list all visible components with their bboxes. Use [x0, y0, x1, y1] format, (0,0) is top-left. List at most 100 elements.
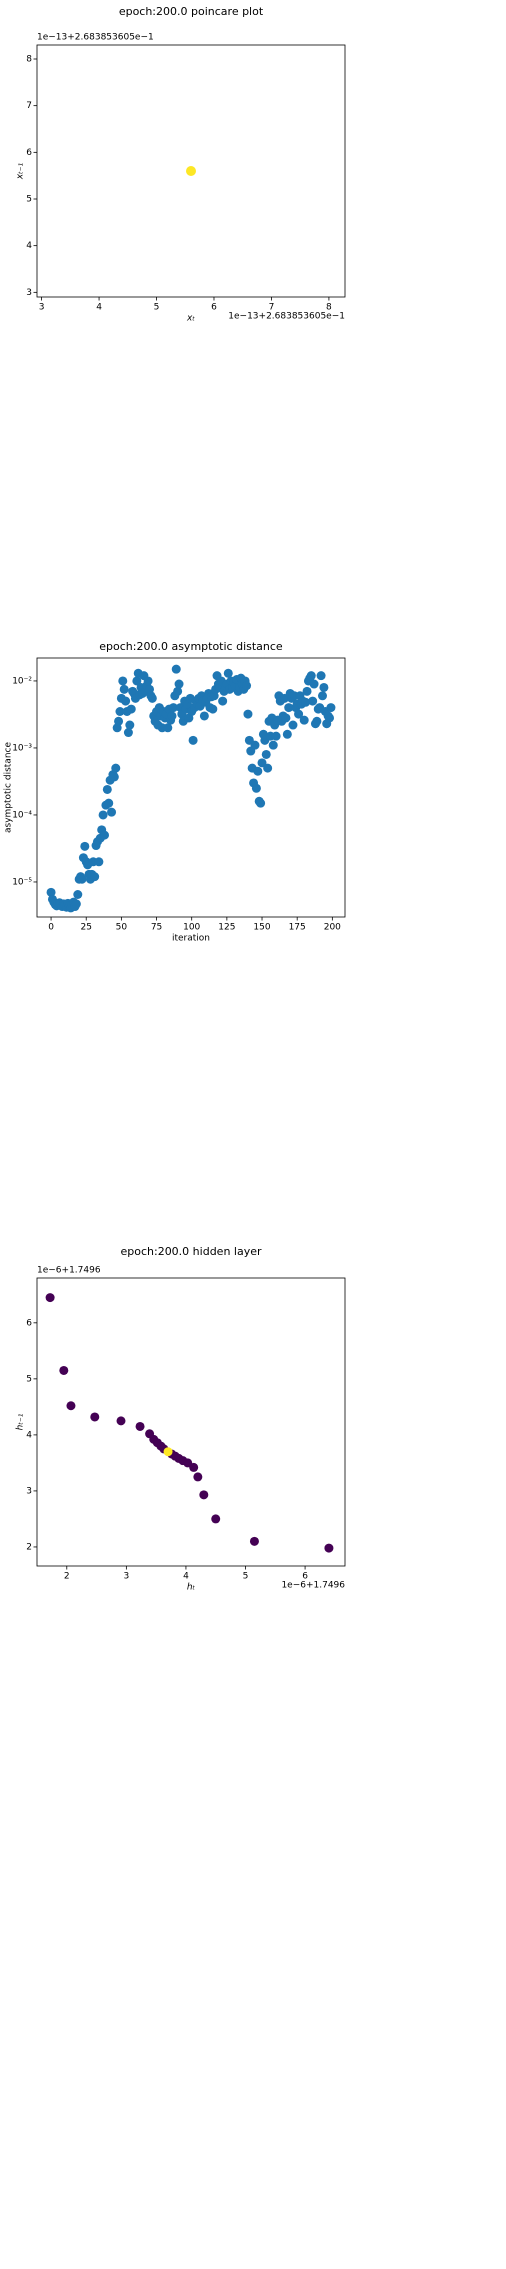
x-axis-label: hₜ [187, 1583, 196, 1593]
x-tick-label: 7 [269, 303, 275, 313]
x-offset: 1e−6+1.7496 [281, 1581, 345, 1591]
point [46, 887, 56, 897]
point [271, 731, 281, 741]
chart-title: epoch:200.0 poincare plot [119, 5, 264, 18]
point [73, 889, 83, 899]
y-tick-label: 6 [26, 148, 32, 158]
point [135, 1421, 145, 1431]
point [168, 703, 178, 713]
point [90, 872, 100, 882]
axes-frame [36, 657, 346, 918]
point [256, 798, 266, 808]
x-tick-label: 50 [116, 923, 128, 933]
point [284, 703, 294, 713]
point [251, 783, 261, 793]
x-axis-label: iteration [172, 934, 210, 944]
y-tick-label: 5 [26, 1374, 32, 1384]
axes-frame [36, 1277, 346, 1567]
point [306, 671, 316, 681]
point [309, 679, 319, 689]
point [125, 720, 135, 730]
y-tick-label: 7 [26, 101, 32, 111]
point [312, 716, 322, 726]
point [281, 713, 291, 723]
x-tick-label: 200 [324, 923, 341, 933]
x-axis-label: xₜ [186, 314, 195, 324]
x-tick-label: 6 [211, 303, 217, 313]
point [163, 1447, 173, 1457]
x-tick-label: 8 [326, 303, 332, 313]
y-tick-label: 4 [26, 1430, 32, 1440]
y-tick-label: 6 [26, 1318, 32, 1328]
point [299, 715, 309, 725]
point [250, 740, 260, 750]
point [115, 706, 125, 716]
point [102, 784, 112, 794]
point [118, 676, 128, 686]
point [208, 704, 218, 714]
point [317, 691, 327, 701]
y-tick-label: 10⁻³ [12, 743, 32, 753]
x-tick-label: 3 [39, 303, 45, 313]
point [167, 711, 177, 721]
y-tick-label: 2 [26, 1542, 32, 1552]
axes-frame [36, 44, 346, 298]
point [326, 703, 336, 713]
point [282, 729, 292, 739]
point [294, 709, 304, 719]
point [104, 798, 114, 808]
point [186, 166, 196, 176]
point [302, 686, 312, 696]
chart-title: epoch:200.0 asymptotic distance [99, 640, 283, 653]
point [249, 1536, 259, 1546]
point [163, 723, 173, 733]
x-tick-label: 5 [154, 303, 160, 313]
point [59, 1365, 69, 1375]
point [324, 1543, 334, 1553]
point [126, 704, 136, 714]
point [223, 668, 233, 678]
point [109, 772, 119, 782]
point [189, 1462, 199, 1472]
y-offset: 1e−6+1.7496 [37, 1266, 101, 1276]
point [325, 713, 335, 723]
point [94, 857, 104, 867]
y-tick-label: 10⁻² [12, 676, 32, 686]
point [45, 1293, 55, 1303]
point [188, 735, 198, 745]
x-tick-label: 175 [289, 923, 306, 933]
y-axis-label: xₜ₋₁ [16, 162, 26, 180]
point [261, 749, 271, 759]
point [268, 740, 278, 750]
point [77, 874, 87, 884]
point [80, 841, 90, 851]
point [257, 758, 267, 768]
point [114, 716, 124, 726]
point [100, 830, 110, 840]
point [263, 763, 273, 773]
chart-title: epoch:200.0 hidden layer [120, 1245, 261, 1258]
point [199, 1490, 209, 1500]
point [319, 682, 329, 692]
point [171, 664, 181, 674]
point [132, 676, 142, 686]
point [242, 681, 252, 691]
x-tick-label: 5 [243, 1572, 249, 1582]
point [218, 696, 228, 706]
x-tick-label: 75 [151, 923, 162, 933]
point [111, 763, 121, 773]
point [308, 696, 318, 706]
x-tick-label: 4 [96, 303, 102, 313]
point [143, 676, 153, 686]
x-tick-label: 0 [48, 923, 54, 933]
y-tick-label: 10⁻⁴ [12, 810, 32, 820]
point [199, 711, 209, 721]
point [123, 728, 133, 738]
point [243, 709, 253, 719]
x-tick-label: 4 [183, 1572, 189, 1582]
point [107, 807, 117, 817]
x-tick-label: 150 [253, 923, 270, 933]
point [90, 1412, 100, 1422]
y-tick-label: 5 [26, 195, 32, 205]
